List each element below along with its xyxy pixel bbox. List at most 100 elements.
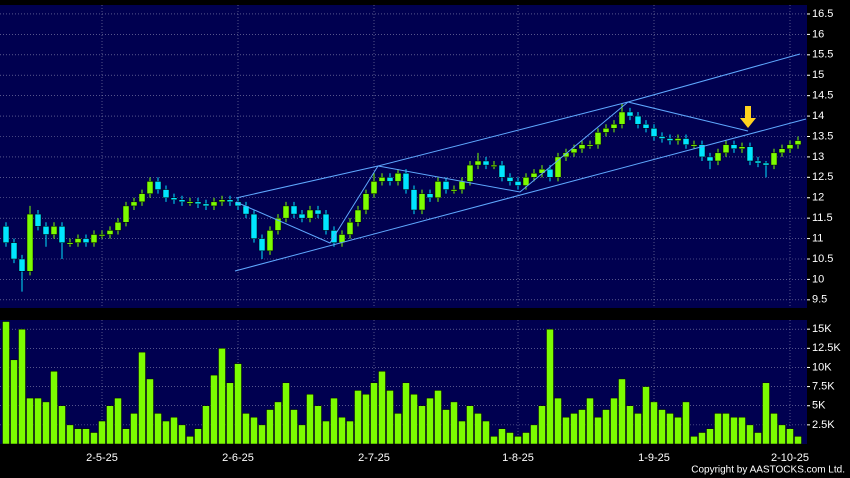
volume-bar <box>770 413 778 445</box>
volume-bar <box>394 413 402 445</box>
volume-bar <box>554 397 562 445</box>
volume-bar <box>210 374 218 445</box>
candle-body <box>770 152 778 166</box>
volume-bar <box>314 405 322 445</box>
volume-bar <box>626 405 634 445</box>
candle-body <box>506 177 514 182</box>
candle-body <box>106 230 114 235</box>
candle-body <box>706 156 714 162</box>
volume-bar <box>114 397 122 445</box>
y-tick-label: 16.5 <box>812 8 833 20</box>
candle-body <box>386 177 394 182</box>
volume-bar <box>138 351 146 445</box>
volume-bar <box>450 401 458 445</box>
candle-body <box>562 152 570 158</box>
volume-bar <box>786 428 794 445</box>
volume-bar <box>402 382 410 445</box>
candle-body <box>642 123 650 129</box>
volume-bar <box>66 424 74 445</box>
volume-bar <box>594 416 602 445</box>
x-tick-label: 2-5-25 <box>86 452 118 464</box>
candle-body <box>98 234 106 237</box>
volume-bar <box>642 386 650 445</box>
candle-body <box>538 168 546 174</box>
volume-bar <box>322 420 330 445</box>
candle-body <box>90 234 98 243</box>
volume-bar <box>658 409 666 445</box>
volume-bar <box>338 416 346 445</box>
volume-bar <box>346 420 354 445</box>
volume-bar <box>714 413 722 445</box>
candle-body <box>322 213 330 231</box>
x-tick-label: 2-6-25 <box>222 452 254 464</box>
candle-body <box>618 111 626 125</box>
y-tick-label: 12.5 <box>812 171 833 183</box>
volume-bar <box>530 424 538 445</box>
candle-body <box>130 201 138 207</box>
volume-bar <box>266 409 274 445</box>
volume-bar <box>506 432 514 445</box>
candle-body <box>122 205 130 223</box>
volume-bar <box>618 378 626 445</box>
x-tick-label: 2-7-25 <box>358 452 390 464</box>
candle-body <box>194 201 202 205</box>
candle-body <box>298 213 306 219</box>
volume-bar <box>274 401 282 445</box>
candle-body <box>682 138 690 145</box>
candle-body <box>274 217 282 231</box>
y-tick-label: 11 <box>812 232 823 244</box>
volume-bar <box>130 413 138 445</box>
volume-bar <box>218 348 226 445</box>
arrow-marker <box>740 106 756 128</box>
volume-bar <box>90 432 98 445</box>
volume-bar <box>738 416 746 445</box>
candle-body <box>602 128 610 133</box>
y-tick-label: 10.5 <box>812 253 833 265</box>
volume-bar <box>330 397 338 445</box>
y-tick-label: 14.5 <box>812 90 833 102</box>
candle-body <box>522 177 530 186</box>
candle-body <box>34 213 42 227</box>
candle-body <box>586 144 594 147</box>
candle-body <box>66 242 74 245</box>
volume-bar <box>426 397 434 445</box>
candle-body <box>674 138 682 141</box>
candle-body <box>690 144 698 147</box>
volume-bar <box>466 405 474 445</box>
y-tick-label: 15K <box>812 323 832 335</box>
volume-bar <box>290 409 298 445</box>
candle-body <box>314 209 322 215</box>
y-tick-label: 12 <box>812 192 824 204</box>
y-tick-label: 10 <box>812 273 824 285</box>
volume-bar <box>122 428 130 445</box>
x-tick-label: 2-10-25 <box>771 452 809 464</box>
volume-bar <box>250 416 258 445</box>
candle-body <box>218 199 226 203</box>
volume-bar <box>58 405 66 445</box>
volume-bar <box>418 405 426 445</box>
candle-body <box>2 226 10 243</box>
volume-bar <box>194 428 202 445</box>
candle-body <box>170 197 178 201</box>
candle-body <box>554 156 562 178</box>
candle-body <box>426 193 434 198</box>
volume-bar <box>202 405 210 445</box>
volume-bar <box>162 420 170 445</box>
volume-bar <box>170 416 178 445</box>
volume-bar <box>610 397 618 445</box>
candle-body <box>698 144 706 158</box>
volume-bar <box>410 393 418 445</box>
copyright: Copyright by AASTOCKS.com Ltd. <box>691 465 845 476</box>
candle-body <box>610 123 618 129</box>
x-tick-label: 1-8-25 <box>502 452 534 464</box>
volume-bar <box>538 405 546 445</box>
y-tick-label: 12.5K <box>812 342 841 354</box>
candle-body <box>362 193 370 211</box>
candle-body <box>514 181 522 186</box>
candle-body <box>42 226 50 235</box>
volume-bar <box>386 390 394 445</box>
volume-bar <box>650 401 658 445</box>
volume-bar <box>586 397 594 445</box>
volume-bar <box>226 382 234 445</box>
candle-body <box>370 181 378 194</box>
